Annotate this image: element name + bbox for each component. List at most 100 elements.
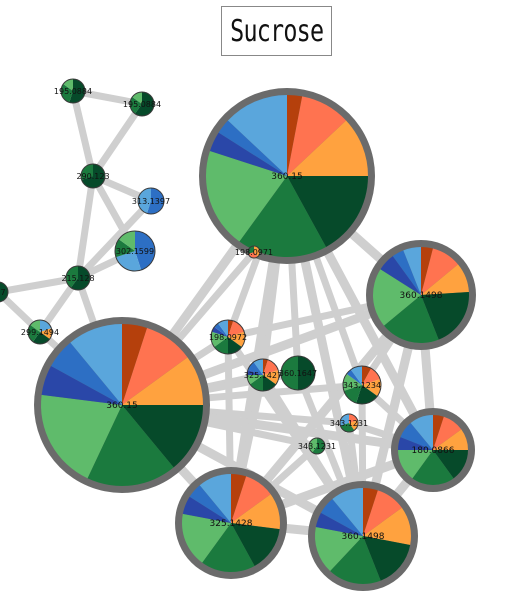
pie-slice-green bbox=[66, 266, 78, 288]
pie-slice-darkgreen bbox=[421, 291, 470, 340]
pie-slice-navy bbox=[398, 437, 433, 450]
pie-slice-navy bbox=[209, 132, 287, 176]
pie-slice-orange bbox=[287, 120, 368, 176]
pie-slice-skyblue bbox=[410, 415, 433, 450]
pie-slice-coral bbox=[231, 476, 271, 523]
node-outline bbox=[137, 187, 165, 215]
node-n343c[interactable]: 343.1231 bbox=[298, 437, 336, 455]
pie-slice-darkgreen bbox=[363, 536, 411, 581]
pie-slice-orange bbox=[433, 429, 468, 450]
node-label: 343.1231 bbox=[330, 419, 368, 428]
pie-slice-darkgreen bbox=[122, 405, 203, 468]
node-n360a[interactable]: 360.15 bbox=[199, 88, 375, 264]
pie-slice-green bbox=[343, 385, 362, 404]
pie-slice-blue bbox=[135, 231, 155, 271]
node-n325b[interactable]: 325.1428 bbox=[175, 467, 287, 579]
pie-slice-orange bbox=[362, 379, 381, 397]
pie-slice-navy bbox=[315, 512, 363, 536]
node-outline bbox=[339, 413, 359, 433]
node-n313[interactable]: 313.1397 bbox=[132, 187, 170, 215]
node-label: 360.1647 bbox=[279, 369, 317, 378]
pie-slice-lightgreen bbox=[118, 231, 135, 251]
node-n360d[interactable]: 360.1647 bbox=[279, 355, 317, 391]
edge-n313-n215 bbox=[74, 197, 155, 282]
edge-n195b-n290 bbox=[89, 100, 146, 180]
node-n325a[interactable]: 325.1427 bbox=[244, 358, 282, 392]
pie-slice-skyblue bbox=[199, 474, 231, 523]
pie-slice-green bbox=[247, 245, 254, 254]
node-n195a[interactable]: 195.0884 bbox=[54, 78, 92, 104]
node-n195b[interactable]: 195.0884 bbox=[123, 91, 161, 117]
pie-slice-green bbox=[61, 83, 73, 103]
pie-slice-darkgreen bbox=[263, 375, 276, 391]
node-outline bbox=[280, 355, 316, 391]
pie-slice-rust bbox=[263, 359, 268, 375]
pie-slice-skyblue bbox=[138, 188, 151, 214]
node-n297[interactable]: 297 bbox=[0, 281, 9, 303]
pie-slice-blue bbox=[146, 188, 165, 214]
pie-slice-darkgreen bbox=[298, 356, 315, 390]
pie-slice-darkgreen bbox=[0, 282, 8, 302]
pie-slice-navy bbox=[380, 256, 421, 295]
pie-slice-darkgreen bbox=[81, 164, 106, 188]
node-n360e[interactable]: 360.1498 bbox=[308, 481, 418, 591]
node-n180[interactable]: 180.0866 bbox=[391, 408, 475, 492]
pie-slice-coral bbox=[349, 414, 358, 423]
pie-slice-blue bbox=[51, 342, 122, 405]
node-n343b[interactable]: 343.1231 bbox=[330, 413, 368, 433]
pie-slice-green bbox=[87, 405, 174, 486]
pie-slice-rust bbox=[363, 488, 378, 536]
node-outline bbox=[210, 319, 246, 355]
pie-slice-lightgreen bbox=[343, 373, 362, 391]
figure-title-box: Sucrose bbox=[221, 6, 332, 56]
node-outline bbox=[247, 245, 261, 259]
pie-slice-green bbox=[239, 176, 327, 257]
pie-slice-orange bbox=[349, 420, 358, 431]
node-n299[interactable]: 299.1494 bbox=[21, 319, 59, 345]
pie-slice-green bbox=[412, 450, 454, 486]
pie-slice-orange bbox=[228, 331, 245, 347]
node-n198a[interactable]: 198.0971 bbox=[235, 245, 273, 259]
pie-slice-blue bbox=[346, 369, 362, 385]
pie-slice-coral bbox=[363, 490, 402, 536]
pie-slice-coral bbox=[287, 96, 347, 176]
node-label: 195.0884 bbox=[54, 87, 92, 96]
node-outline bbox=[0, 281, 9, 303]
pie-slice-green bbox=[384, 295, 439, 344]
node-n360c[interactable]: 360.15 bbox=[34, 317, 210, 493]
pie-slice-orange bbox=[40, 328, 52, 340]
pie-slice-green bbox=[202, 523, 255, 573]
pie-slice-navy bbox=[247, 370, 263, 375]
pie-slice-coral bbox=[362, 368, 381, 385]
pie-slice-blue bbox=[214, 323, 228, 337]
pie-slice-coral bbox=[421, 248, 458, 295]
node-label: 302.1599 bbox=[116, 247, 154, 256]
node-n198b[interactable]: 198.0972 bbox=[209, 319, 247, 355]
node-n290[interactable]: 290.123 bbox=[76, 163, 110, 189]
pie-slice-orange bbox=[421, 264, 469, 295]
pie-slice-green bbox=[214, 337, 228, 354]
edge-n290-n215 bbox=[74, 172, 97, 282]
node-label: 198.0972 bbox=[209, 333, 247, 342]
node-n360b[interactable]: 360.1498 bbox=[366, 240, 476, 350]
node-label: 313.1397 bbox=[132, 197, 170, 206]
node-label: 325.1428 bbox=[210, 519, 253, 529]
node-n343a[interactable]: 343.1234 bbox=[342, 365, 382, 405]
pie-slice-lightgreen bbox=[398, 450, 433, 479]
node-outline bbox=[80, 163, 106, 189]
pie-slice-darkgreen bbox=[356, 385, 378, 404]
pie-slice-darkgreen bbox=[70, 265, 91, 291]
node-label: 325.1427 bbox=[244, 371, 282, 380]
node-outline bbox=[342, 365, 382, 405]
pie-slice-rust bbox=[433, 415, 444, 450]
pie-slice-blue bbox=[218, 120, 287, 176]
pie-slice-lightgreen bbox=[205, 150, 287, 242]
pie-slice-coral bbox=[122, 327, 188, 405]
edge-n195a-n290 bbox=[69, 87, 97, 180]
node-n215[interactable]: 215.128 bbox=[61, 265, 95, 291]
pie-slice-orange bbox=[122, 357, 203, 405]
pie-slice-darkgreen bbox=[287, 176, 368, 247]
pie-slice-rust bbox=[122, 324, 148, 405]
node-n302[interactable]: 302.1599 bbox=[114, 230, 156, 272]
